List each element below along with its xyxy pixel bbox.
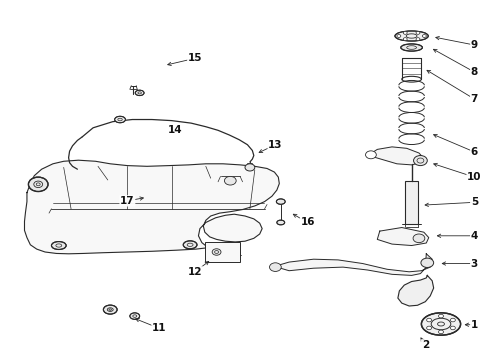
Polygon shape — [24, 160, 279, 254]
Polygon shape — [370, 147, 424, 165]
Circle shape — [416, 38, 420, 41]
Ellipse shape — [115, 116, 125, 123]
Text: 11: 11 — [152, 323, 167, 333]
Text: 10: 10 — [467, 172, 482, 182]
Ellipse shape — [212, 249, 221, 255]
FancyBboxPatch shape — [205, 242, 240, 262]
Ellipse shape — [276, 199, 285, 204]
Circle shape — [403, 38, 407, 41]
Text: 1: 1 — [471, 320, 478, 330]
Polygon shape — [377, 228, 429, 246]
Text: 7: 7 — [470, 94, 478, 104]
Ellipse shape — [51, 242, 66, 249]
Circle shape — [224, 176, 236, 185]
Circle shape — [416, 31, 420, 34]
Ellipse shape — [277, 220, 285, 225]
Circle shape — [397, 35, 401, 37]
Text: 3: 3 — [471, 258, 478, 269]
Text: 13: 13 — [268, 140, 283, 150]
Text: 2: 2 — [422, 340, 429, 350]
Text: 8: 8 — [471, 67, 478, 77]
Polygon shape — [398, 275, 434, 306]
Circle shape — [366, 151, 376, 159]
Ellipse shape — [135, 90, 144, 95]
Ellipse shape — [401, 44, 422, 51]
Ellipse shape — [130, 313, 140, 319]
Circle shape — [270, 263, 281, 271]
Ellipse shape — [28, 177, 48, 192]
Circle shape — [413, 234, 425, 243]
Circle shape — [403, 31, 407, 34]
Circle shape — [427, 326, 432, 330]
Polygon shape — [274, 254, 432, 275]
Text: 14: 14 — [168, 125, 183, 135]
Circle shape — [427, 318, 432, 322]
Text: 4: 4 — [470, 231, 478, 241]
FancyBboxPatch shape — [405, 181, 418, 224]
Circle shape — [450, 318, 455, 322]
Text: 16: 16 — [300, 217, 315, 228]
Circle shape — [245, 164, 255, 171]
Circle shape — [439, 314, 443, 318]
Circle shape — [421, 258, 434, 267]
Text: 6: 6 — [471, 147, 478, 157]
Text: 15: 15 — [188, 53, 202, 63]
Ellipse shape — [183, 241, 197, 249]
Circle shape — [414, 156, 427, 166]
Circle shape — [422, 35, 426, 37]
Circle shape — [439, 330, 443, 334]
Ellipse shape — [421, 313, 461, 335]
Text: 9: 9 — [471, 40, 478, 50]
Circle shape — [450, 326, 455, 330]
Ellipse shape — [395, 31, 428, 41]
Ellipse shape — [103, 305, 117, 314]
Text: 5: 5 — [471, 197, 478, 207]
Text: 17: 17 — [120, 196, 135, 206]
Text: 12: 12 — [188, 267, 202, 277]
